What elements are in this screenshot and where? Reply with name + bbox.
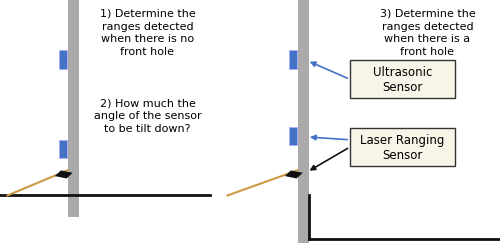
Bar <box>350 128 455 166</box>
Bar <box>68 0 78 218</box>
Bar <box>285 171 302 179</box>
Bar <box>350 61 455 99</box>
Bar <box>298 0 308 244</box>
Text: Laser Ranging
Sensor: Laser Ranging Sensor <box>360 133 444 161</box>
Text: 2) How much the
angle of the sensor
to be tilt down?: 2) How much the angle of the sensor to b… <box>94 98 202 133</box>
Text: Ultrasonic
Sensor: Ultrasonic Sensor <box>373 66 432 94</box>
Text: 3) Determine the
ranges detected
when there is a
front hole: 3) Determine the ranges detected when th… <box>380 9 476 57</box>
Bar <box>55 171 72 179</box>
Text: 1) Determine the
ranges detected
when there is no
front hole: 1) Determine the ranges detected when th… <box>100 9 196 57</box>
Bar <box>289 51 297 70</box>
Bar <box>289 127 297 146</box>
Bar <box>59 51 67 70</box>
Bar <box>59 140 67 159</box>
